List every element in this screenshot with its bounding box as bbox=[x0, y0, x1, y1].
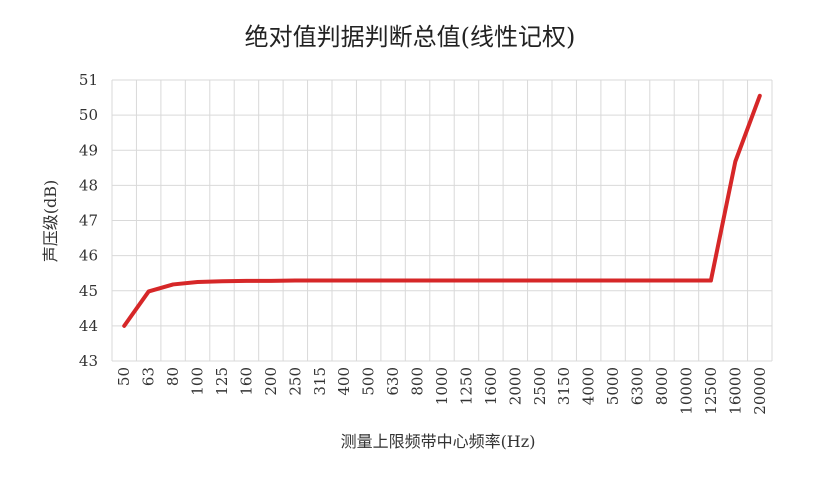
x-tick-label: 125 bbox=[213, 367, 231, 396]
x-tick-label: 8000 bbox=[653, 367, 671, 405]
x-tick-label: 50 bbox=[115, 367, 133, 386]
x-tick-label: 3150 bbox=[555, 367, 573, 405]
data-point bbox=[685, 280, 687, 282]
x-tick-label: 2500 bbox=[531, 367, 549, 405]
x-tick-label: 2000 bbox=[506, 367, 524, 405]
x-tick-label: 6300 bbox=[629, 367, 647, 405]
x-tick-label: 1600 bbox=[482, 367, 500, 405]
x-tick-label: 4000 bbox=[580, 367, 598, 405]
series-layer bbox=[122, 93, 762, 328]
data-point bbox=[368, 280, 370, 282]
y-tick-label: 43 bbox=[79, 352, 98, 370]
x-tick-label: 800 bbox=[409, 367, 427, 396]
data-point bbox=[245, 280, 247, 282]
y-tick-label: 45 bbox=[79, 282, 98, 300]
data-point bbox=[637, 280, 639, 282]
x-tick-label: 1000 bbox=[433, 367, 451, 405]
x-axis-label: 测量上限频带中心频率(Hz) bbox=[341, 432, 536, 451]
y-axis-ticks: 43 44 45 46 47 48 49 50 51 bbox=[79, 71, 98, 370]
data-point bbox=[343, 280, 345, 282]
data-point bbox=[417, 280, 419, 282]
x-tick-label: 630 bbox=[384, 367, 402, 396]
x-tick-label: 400 bbox=[335, 367, 353, 396]
data-point bbox=[172, 283, 174, 285]
data-point bbox=[490, 280, 492, 282]
data-point bbox=[294, 280, 296, 282]
y-tick-label: 50 bbox=[79, 106, 98, 124]
data-point bbox=[197, 281, 199, 283]
data-point bbox=[123, 325, 125, 327]
chart-title: 绝对值判据判断总值(线性记权) bbox=[245, 23, 576, 51]
y-tick-label: 48 bbox=[79, 176, 98, 194]
y-tick-label: 51 bbox=[79, 71, 98, 89]
data-point bbox=[221, 280, 223, 282]
data-point bbox=[563, 280, 565, 282]
data-point bbox=[612, 280, 614, 282]
data-point bbox=[270, 280, 272, 282]
x-tick-label: 315 bbox=[311, 367, 329, 396]
x-tick-label: 10000 bbox=[677, 367, 695, 415]
y-tick-label: 47 bbox=[79, 212, 98, 230]
data-point bbox=[148, 290, 150, 292]
data-point bbox=[661, 280, 663, 282]
x-tick-label: 200 bbox=[262, 367, 280, 396]
x-tick-label: 500 bbox=[360, 367, 378, 396]
y-axis-label: 声压级(dB) bbox=[41, 180, 60, 263]
x-tick-label: 80 bbox=[164, 367, 182, 386]
x-tick-label: 5000 bbox=[604, 367, 622, 405]
data-point bbox=[465, 280, 467, 282]
data-point bbox=[392, 280, 394, 282]
y-tick-label: 46 bbox=[79, 247, 98, 265]
x-axis-ticks: 50 63 80 100 125 160 200 250 315 400 500 630 800 1000… bbox=[115, 367, 769, 415]
y-tick-label: 49 bbox=[79, 141, 98, 159]
x-tick-label: 1250 bbox=[457, 367, 475, 405]
data-point bbox=[710, 280, 712, 282]
data-point bbox=[588, 280, 590, 282]
data-point bbox=[734, 160, 736, 162]
data-point bbox=[759, 95, 761, 97]
x-tick-label: 250 bbox=[286, 367, 304, 396]
x-tick-label: 100 bbox=[189, 367, 207, 396]
series-line bbox=[122, 93, 762, 328]
x-tick-label: 16000 bbox=[726, 367, 744, 415]
y-tick-label: 44 bbox=[79, 317, 98, 335]
data-point bbox=[514, 280, 516, 282]
grid bbox=[111, 79, 773, 362]
data-point bbox=[319, 280, 321, 282]
x-tick-label: 63 bbox=[140, 367, 158, 386]
x-tick-label: 160 bbox=[237, 367, 255, 396]
x-tick-label: 12500 bbox=[702, 367, 720, 415]
data-point bbox=[539, 280, 541, 282]
data-point bbox=[441, 280, 443, 282]
x-tick-label: 20000 bbox=[751, 367, 769, 415]
